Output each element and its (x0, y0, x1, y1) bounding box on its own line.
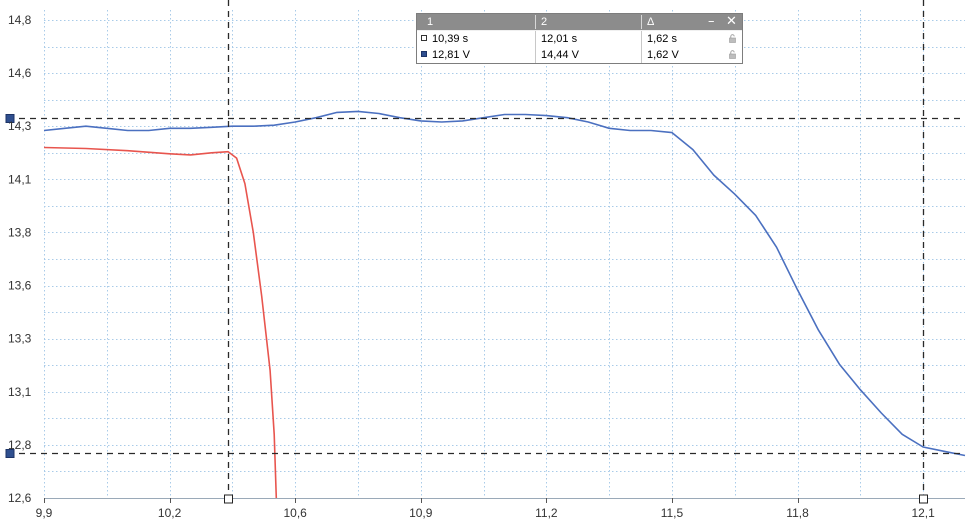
y-tick-label: 13,1 (8, 385, 32, 399)
horizontal-cursor-handle-2[interactable] (5, 449, 15, 458)
cell-divider (641, 31, 642, 47)
measurement-row-voltage: 12,81 V 14,44 V 1,62 V (417, 47, 742, 63)
close-icon[interactable]: ✕ (726, 14, 737, 29)
x-tick-label: 11,8 (786, 506, 809, 520)
row-cursor-2-value: 12,01 s (541, 33, 578, 45)
y-tick-label: 12,6 (8, 491, 32, 505)
y-tick-label: 13,3 (8, 332, 32, 346)
cell-divider (535, 47, 536, 63)
y-tick-label: 13,6 (8, 279, 32, 293)
header-divider (535, 15, 536, 29)
row-cursor-1-value: 10,39 s (432, 33, 469, 45)
axis-layer (44, 498, 965, 503)
cursor-marker-hollow-icon (421, 35, 427, 41)
x-tick-label: 11,5 (661, 506, 684, 520)
horizontal-cursor-handle-1[interactable] (5, 114, 15, 123)
vertical-cursor-handle-1[interactable] (224, 494, 233, 504)
series-line-1 (43, 110, 966, 457)
cursor-marker-filled-icon (421, 51, 427, 57)
x-tick-label: 10,9 (409, 506, 433, 520)
x-tick-label: 11,2 (535, 506, 558, 520)
tick-label-layer: 9,9 10,2 10,6 10,9 11,2 11,5 11,8 12,112,612,81… (8, 13, 935, 520)
cell-divider (641, 47, 642, 63)
lock-icon[interactable] (729, 34, 736, 43)
header-cursor-1: 1 (427, 16, 434, 28)
y-tick-label: 13,8 (8, 225, 32, 239)
row-cursor-2-value: 14,44 V (541, 49, 579, 61)
y-tick-label: 14,3 (8, 119, 32, 133)
lock-icon[interactable] (729, 50, 736, 59)
y-tick-label: 14,6 (8, 66, 32, 80)
vertical-cursor-handle-2[interactable] (919, 494, 928, 504)
x-tick-label: 10,6 (284, 506, 308, 520)
y-tick-label: 14,1 (8, 172, 32, 186)
series-layer (43, 110, 966, 499)
header-cursor-2: 2 (541, 16, 548, 28)
row-delta-value: 1,62 V (647, 49, 679, 61)
cell-divider (535, 31, 536, 47)
row-delta-value: 1,62 s (647, 33, 677, 45)
x-tick-label: 10,2 (158, 506, 182, 520)
measurement-table-header[interactable]: 1 2 Δ – ✕ (417, 14, 742, 30)
measurement-row-time: 10,39 s 12,01 s 1,62 s (417, 31, 742, 47)
minimize-icon[interactable]: – (708, 14, 715, 29)
cursor-layer[interactable] (5, 0, 965, 504)
x-tick-label: 9,9 (36, 506, 53, 520)
header-divider (641, 15, 642, 29)
header-delta: Δ (647, 16, 655, 28)
y-tick-label: 14,8 (8, 13, 32, 27)
grid-layer (44, 10, 965, 499)
x-tick-label: 12,1 (911, 506, 935, 520)
measurement-table[interactable]: 1 2 Δ – ✕ 10,39 s 12,01 s 1,62 s 12,81 V… (416, 13, 743, 64)
row-cursor-1-value: 12,81 V (432, 49, 470, 61)
series-line-2 (43, 146, 278, 499)
y-tick-label: 12,8 (8, 438, 32, 452)
